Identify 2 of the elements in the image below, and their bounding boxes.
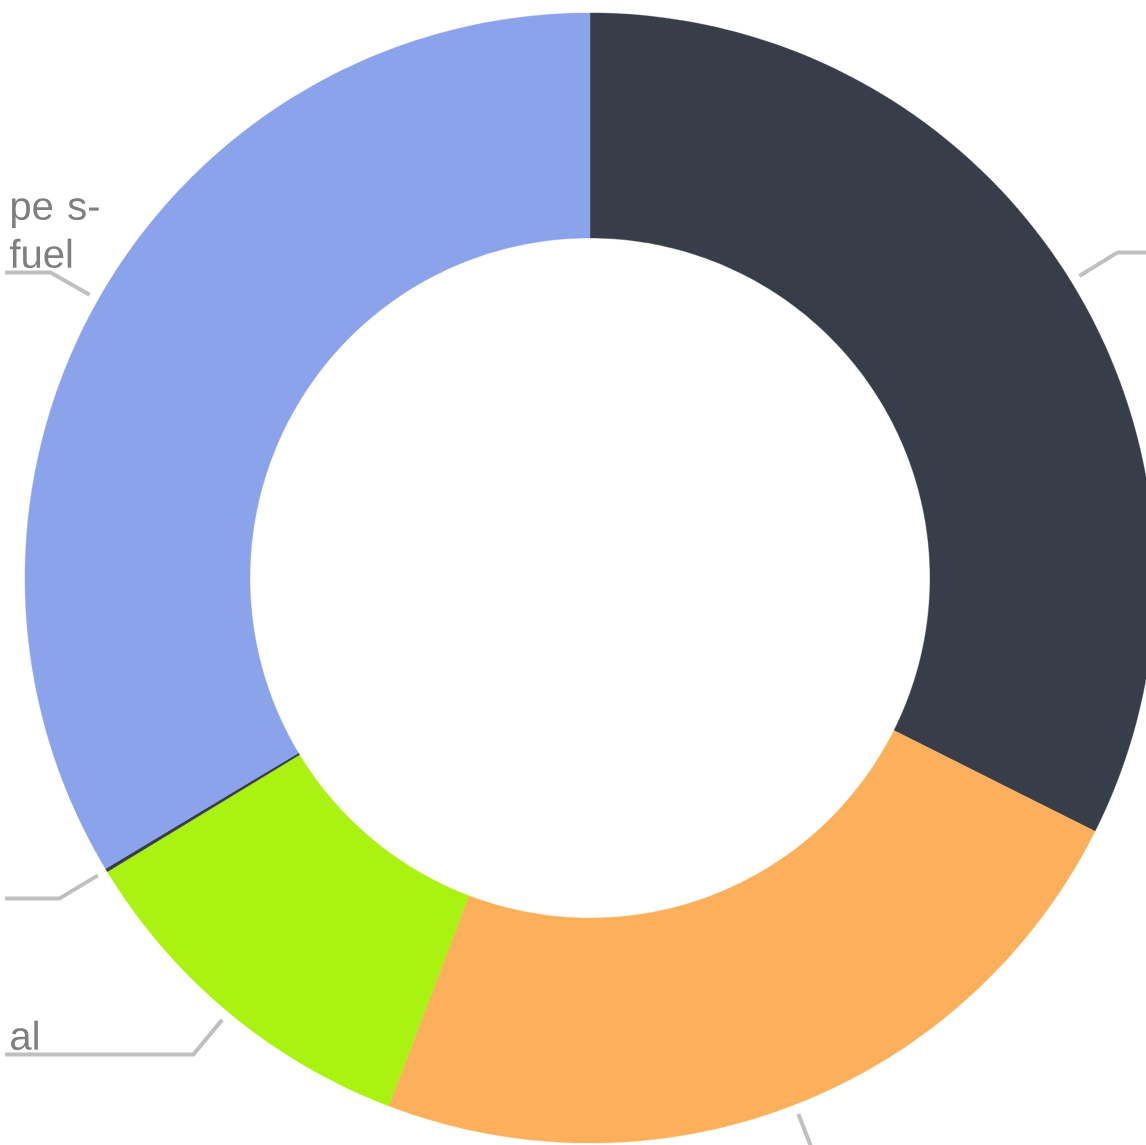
slice-label: pe s-fuel (9, 198, 99, 269)
slice-label: al (11, 1020, 38, 1051)
